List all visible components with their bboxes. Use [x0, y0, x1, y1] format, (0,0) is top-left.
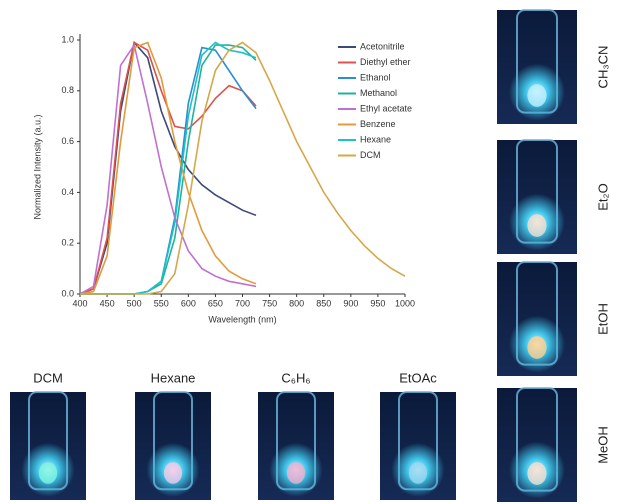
series-line — [79, 41, 257, 295]
glow-core — [527, 462, 547, 485]
legend-label: DCM — [360, 150, 381, 160]
x-tick-label: 600 — [181, 298, 196, 308]
x-tick-label: 650 — [208, 298, 223, 308]
photo-label: CH₃CN — [595, 46, 610, 89]
legend-label: Benzene — [360, 119, 396, 129]
legend-label: Methanol — [360, 88, 397, 98]
legend-label: Ethyl acetate — [360, 103, 412, 113]
photo-label: EtOAc — [399, 370, 437, 385]
y-tick-label: 0.8 — [61, 85, 74, 95]
photo-label: Et₂O — [595, 183, 610, 210]
x-tick-label: 700 — [235, 298, 250, 308]
x-axis-label: Wavelength (nm) — [208, 314, 276, 324]
glow-core — [527, 336, 547, 359]
photo-label: DCM — [33, 370, 63, 385]
y-tick-label: 1.0 — [61, 34, 74, 44]
x-tick-label: 400 — [72, 298, 87, 308]
x-tick-label: 550 — [154, 298, 169, 308]
y-tick-label: 0.0 — [61, 288, 74, 298]
x-tick-label: 900 — [343, 298, 358, 308]
legend-label: Ethanol — [360, 72, 391, 82]
glow-core — [163, 462, 183, 484]
photo-label: C₆H₆ — [281, 370, 310, 385]
x-tick-label: 950 — [370, 298, 385, 308]
chart: 400 450 500 550 600 650 700 750 800 850 900 950 1000… — [32, 34, 415, 324]
y-tick-label: 0.6 — [61, 136, 74, 146]
x-tick-label: 450 — [100, 298, 115, 308]
x-tick-label: 1000 — [395, 298, 415, 308]
y-tick-label: 0.2 — [61, 238, 74, 248]
glow-core — [38, 462, 58, 484]
photo-label: Hexane — [151, 370, 196, 385]
photo-label: EtOH — [595, 303, 610, 335]
series-line — [79, 43, 257, 295]
legend-label: Diethyl ether — [360, 57, 411, 67]
x-tick-label: 500 — [127, 298, 142, 308]
glow-core — [527, 214, 547, 237]
x-tick-label: 800 — [289, 298, 304, 308]
x-tick-label: 750 — [262, 298, 277, 308]
legend-label: Hexane — [360, 134, 391, 144]
series-line — [80, 41, 406, 295]
photo-label: MeOH — [595, 426, 610, 464]
x-tick-label: 850 — [316, 298, 331, 308]
y-tick-label: 0.4 — [61, 187, 74, 197]
glow-core — [527, 84, 547, 107]
glow-core — [408, 462, 428, 484]
photos: DCM Hexane C₆H₆ EtOAc CH₃CN Et₂O EtOH MeOH — [10, 9, 610, 502]
y-axis-label: Normalized Intensity (a.u.) — [32, 114, 42, 219]
legend-label: Acetonitrile — [360, 41, 405, 51]
glow-core — [286, 462, 306, 484]
